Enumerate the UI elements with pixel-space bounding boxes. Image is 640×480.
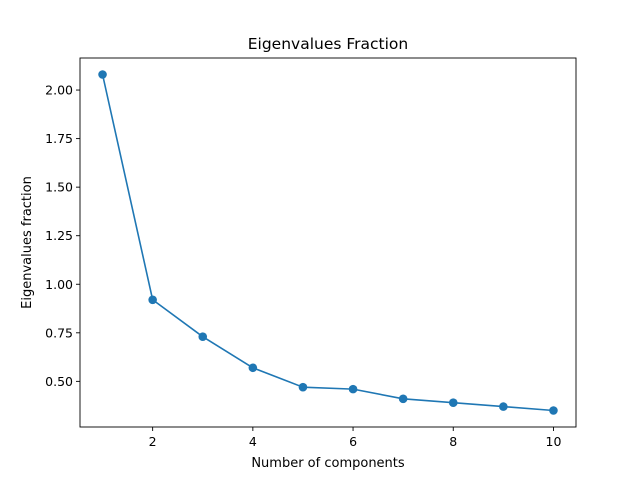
data-point: [248, 363, 258, 373]
series-line: [101, 74, 554, 412]
data-point: [499, 402, 508, 411]
y-tick-label: 1.00: [45, 277, 73, 292]
y-tick-label: 0.75: [45, 325, 73, 340]
data-point: [549, 406, 558, 415]
y-tick-label: 0.50: [45, 374, 73, 389]
x-tick-label: 2: [149, 434, 157, 449]
x-axis-label: Number of components: [251, 456, 405, 471]
x-tick-label: 10: [546, 434, 562, 449]
chart-title: Eigenvalues Fraction: [248, 35, 409, 53]
data-point: [448, 398, 458, 408]
data-point: [198, 332, 208, 341]
data-point: [298, 382, 308, 392]
x-tick-label: 4: [249, 434, 257, 449]
data-point: [348, 384, 358, 394]
y-tick-label: 1.25: [45, 228, 73, 243]
plot-frame: [79, 57, 577, 428]
y-tick-label: 1.50: [45, 180, 73, 195]
y-tick-label: 2.00: [45, 83, 73, 98]
x-tick-label: 8: [449, 434, 457, 449]
y-tick-label: 1.75: [45, 131, 73, 146]
x-tick-label: 6: [349, 434, 357, 449]
data-point: [98, 70, 107, 79]
data-point: [148, 295, 157, 305]
y-axis-label: Eigenvalues fraction: [20, 176, 35, 309]
data-point: [398, 394, 408, 404]
